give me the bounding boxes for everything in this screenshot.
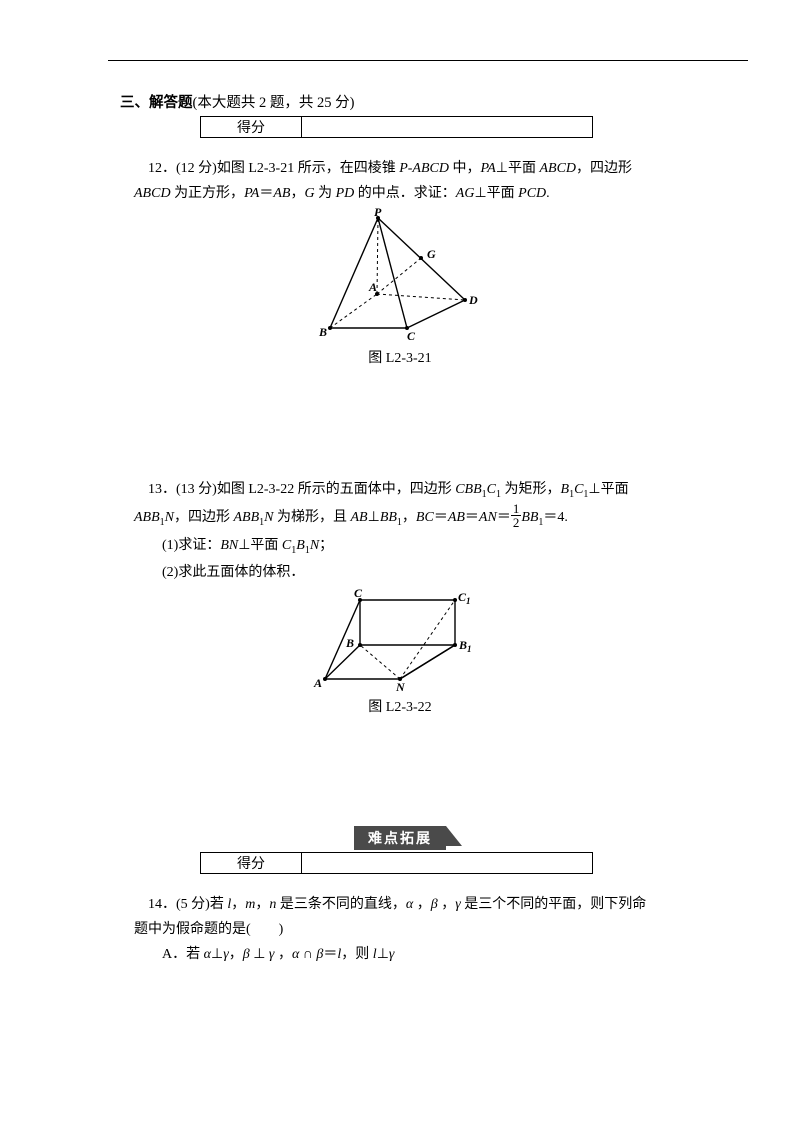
svg-text:G: G (427, 247, 436, 261)
svg-text:D: D (468, 293, 478, 307)
page: 三、解答题(本大题共 2 题，共 25 分) 得分 12．(12 分)如图 L2… (0, 0, 800, 968)
q14-optA: A．若 α⊥γ，β ⊥ γ ，α ∩ β＝l，则 l⊥γ (134, 942, 680, 967)
svg-text:P: P (374, 208, 382, 219)
q13-line1: 13．(13 分)如图 L2­-3­-22 所示的五面体中，四边形 CBB1C1… (120, 477, 680, 504)
figure-13: C C1 B B1 A N 图 L2-­3-­22 (120, 587, 680, 716)
pentahedron-svg: C C1 B B1 A N (310, 587, 490, 692)
svg-text:B: B (318, 325, 327, 339)
svg-text:B1: B1 (458, 638, 472, 654)
extension-banner: 难点拓展 (120, 826, 680, 850)
fraction-half: 12 (511, 502, 522, 529)
figure-13-caption: 图 L2-­3-­22 (120, 696, 680, 716)
q13-part1: (1)求证：BN⊥平面 C1B1N； (134, 533, 680, 560)
svg-text:N: N (395, 680, 406, 692)
content: 三、解答题(本大题共 2 题，共 25 分) 得分 12．(12 分)如图 L2… (100, 91, 700, 968)
svg-text:A: A (313, 676, 322, 690)
heading-paren: (本大题共 2 题，共 25 分) (193, 95, 355, 111)
q13-part2: (2)求此五面体的体积． (134, 560, 680, 585)
score-blank-2[interactable] (302, 852, 593, 873)
section-3-heading: 三、解答题(本大题共 2 题，共 25 分) (120, 91, 680, 112)
svg-text:C1: C1 (458, 590, 471, 606)
q13-line2: ABB1N，四边形 ABB1N 为梯形，且 AB⊥BB1，BC＝AB＝AN＝12… (134, 504, 680, 533)
q12-text-2: ABCD 为正方形，PA＝AB，G 为 PD 的中点．求证：AG⊥平面 PCD. (134, 181, 680, 206)
q14-line1: 14．(5 分)若 l，m，n 是三条不同的直线，α ，β ，γ 是三个不同的平… (120, 892, 680, 917)
svg-text:C: C (354, 587, 363, 600)
pyramid-svg: P G A D B C (315, 208, 485, 343)
svg-text:B: B (345, 636, 354, 650)
top-rule (108, 60, 748, 61)
figure-12: P G A D B C 图 L2­-3-­21 (120, 208, 680, 367)
svg-text:C: C (407, 329, 416, 343)
figure-12-caption: 图 L2­-3-­21 (120, 347, 680, 367)
score-label-2: 得分 (201, 852, 302, 873)
banner-label: 难点拓展 (354, 826, 446, 850)
q12-text: 12．(12 分)如图 L2­-3-­21 所示，在四棱锥 P­-ABCD 中，… (120, 156, 680, 181)
heading-bold: 三、解答题 (120, 95, 193, 111)
score-label: 得分 (201, 117, 302, 138)
svg-text:A: A (368, 280, 377, 294)
score-table-1: 得分 (200, 116, 593, 138)
q14-line2: 题中为假命题的是( ) (134, 917, 680, 942)
score-table-2: 得分 (200, 852, 593, 874)
score-blank[interactable] (302, 117, 593, 138)
